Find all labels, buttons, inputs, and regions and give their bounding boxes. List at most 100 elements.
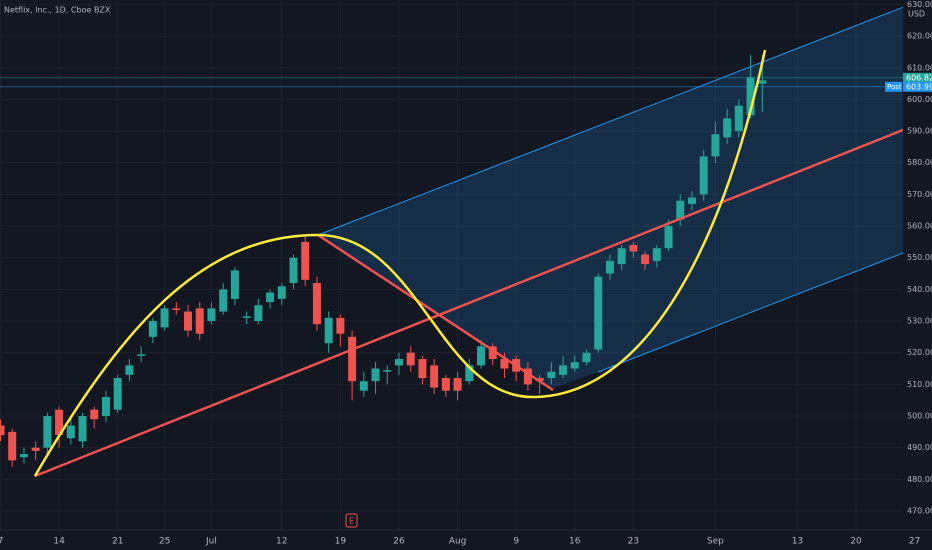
price-tag-label: 606.82 <box>906 73 932 82</box>
candle-body <box>641 254 650 265</box>
candle-body <box>312 283 321 325</box>
x-tick-label: 12 <box>276 537 287 547</box>
candle-body <box>207 308 216 322</box>
candle-body <box>687 197 696 204</box>
candle-body <box>477 346 486 366</box>
y-tick-label: 630.00 <box>907 0 932 9</box>
x-tick-label: 14 <box>53 537 65 547</box>
y-tick-label: 540.00 <box>907 285 932 294</box>
channel-upper <box>317 0 924 236</box>
x-tick-label: 20 <box>850 537 862 547</box>
candle-body <box>43 416 52 448</box>
candle-body <box>383 370 392 372</box>
candle-body <box>617 248 626 265</box>
candle-body <box>19 454 28 458</box>
candle-body <box>324 317 333 344</box>
y-tick-label: 470.00 <box>907 507 932 516</box>
price-tag <box>903 72 932 83</box>
y-tick-label: 620.00 <box>907 32 932 41</box>
x-tick-label: 7 <box>0 537 3 547</box>
y-tick-label: 510.00 <box>907 380 932 389</box>
candle-body <box>676 200 685 220</box>
candle-body <box>242 316 251 318</box>
x-tick-label: Aug <box>449 537 467 547</box>
channel-lower <box>597 252 904 373</box>
x-tick-label: 25 <box>159 537 170 547</box>
candle-body <box>301 241 310 280</box>
curve-drawing <box>33 49 767 477</box>
candle-body <box>230 270 239 299</box>
earnings-label: E <box>349 517 354 526</box>
y-tick-label: 530.00 <box>907 317 932 326</box>
candles <box>0 55 767 467</box>
candle-body <box>605 260 614 274</box>
candle-body <box>652 248 661 261</box>
candle-body <box>172 308 181 310</box>
candle-body <box>453 378 462 391</box>
x-tick-label: Sep <box>707 537 724 547</box>
candle-body <box>348 336 357 382</box>
x-tick-label: 26 <box>393 537 405 547</box>
candle-body <box>55 409 64 436</box>
candle-body <box>336 317 345 334</box>
candle-body <box>277 286 286 299</box>
candle-body <box>441 378 450 391</box>
y-tick-label: 580.00 <box>907 158 932 167</box>
y-tick-label: 590.00 <box>907 127 932 136</box>
candle-body <box>523 368 532 385</box>
candle-body <box>547 371 556 379</box>
candle-body <box>711 134 720 157</box>
price-tag-label: 603.99 <box>906 82 932 91</box>
candle-body <box>78 416 87 442</box>
candle-body <box>723 118 732 138</box>
candle-body <box>254 305 263 322</box>
x-tick-label: 23 <box>628 537 639 547</box>
y-tick-label: 600.00 <box>907 95 932 104</box>
candle-body <box>371 368 380 382</box>
y-tick-label: 490.00 <box>907 443 932 452</box>
candle-body <box>746 77 755 116</box>
candle-body <box>90 409 99 420</box>
candle-body <box>219 289 228 312</box>
post-tag <box>885 81 902 92</box>
candle-body <box>266 292 275 303</box>
candle-body <box>195 308 204 334</box>
candle-body <box>758 80 767 84</box>
post-tag-label: Post <box>887 83 902 91</box>
currency: USD <box>908 10 925 19</box>
candle-body <box>465 365 474 382</box>
y-tick-label: 500.00 <box>907 412 932 421</box>
candle-body <box>488 346 497 360</box>
candle-body <box>101 397 110 417</box>
x-tick-label: 9 <box>513 537 519 547</box>
candle-body <box>734 105 743 132</box>
candle-body <box>160 308 169 328</box>
candle-body <box>500 359 509 369</box>
price-tag <box>903 81 932 92</box>
candle-body <box>430 365 439 388</box>
candle-body <box>699 156 708 195</box>
y-tick-label: 570.00 <box>907 190 932 199</box>
candle-body <box>31 447 40 451</box>
candle-body <box>664 226 673 249</box>
trend-line <box>317 233 554 392</box>
candle-body <box>125 365 134 375</box>
candle-body <box>406 352 415 366</box>
candle-body <box>418 359 427 379</box>
x-tick-label: 19 <box>335 537 347 547</box>
chart-title: Netflix, Inc., 1D, Cboe BZX <box>4 6 111 15</box>
x-tick-label: 13 <box>792 537 803 547</box>
earnings-icon <box>345 513 358 528</box>
candle-body <box>535 378 544 382</box>
x-tick-label: Jul <box>205 537 217 547</box>
candle-body <box>559 365 568 375</box>
candle-body <box>594 276 603 350</box>
candle-body <box>359 381 368 391</box>
candle-body <box>0 425 5 436</box>
y-tick-label: 550.00 <box>907 253 932 262</box>
candle-body <box>148 321 157 337</box>
candle-body <box>184 311 193 331</box>
